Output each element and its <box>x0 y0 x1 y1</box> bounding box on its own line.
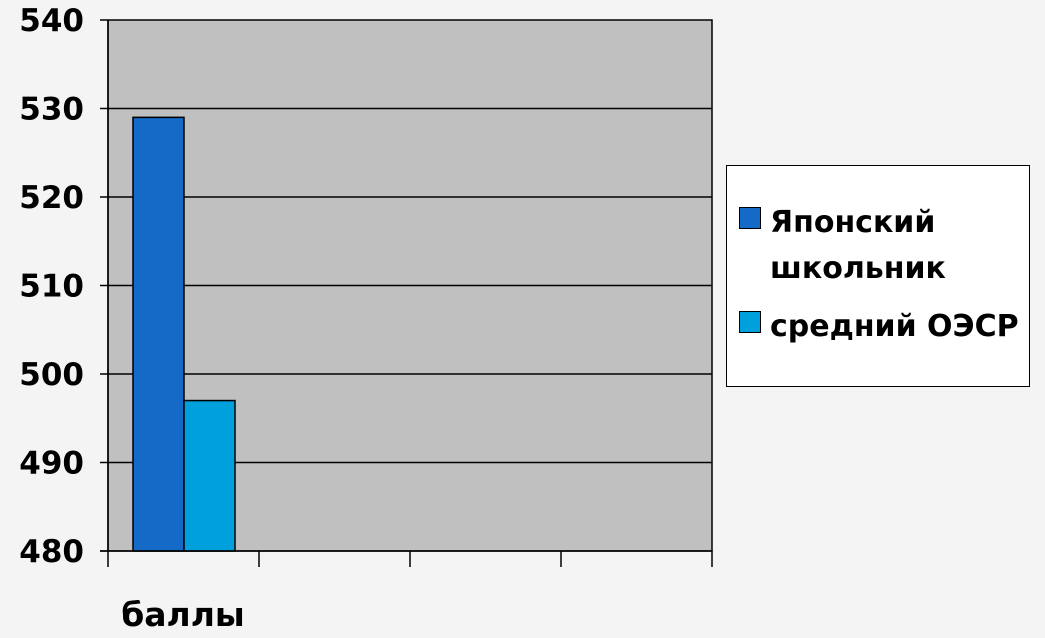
legend-swatch-japan <box>739 207 761 229</box>
legend-item-oecd: средний ОЭСР <box>739 304 1020 350</box>
x-axis <box>100 550 713 567</box>
y-tick-label: 510 <box>19 269 84 305</box>
legend-label-japan: Японский школьник <box>770 205 946 286</box>
y-tick-label: 530 <box>19 92 84 128</box>
legend-item-japan: Японский школьник <box>739 200 1020 292</box>
legend-label-oecd: средний ОЭСР <box>770 309 1019 344</box>
y-tick-label: 540 <box>19 3 84 39</box>
legend: Японский школьник средний ОЭСР <box>726 165 1030 387</box>
bar-japan <box>132 116 185 552</box>
legend-swatch-oecd <box>739 311 761 333</box>
y-tick-label: 480 <box>19 534 84 570</box>
y-tick-label: 520 <box>19 180 84 216</box>
y-tick-label: 500 <box>19 357 84 393</box>
y-axis: 480 490 500 510 520 530 540 <box>19 3 109 570</box>
x-axis-label: баллы <box>121 595 245 634</box>
bar-oecd <box>183 399 236 552</box>
y-tick-label: 490 <box>19 446 84 482</box>
